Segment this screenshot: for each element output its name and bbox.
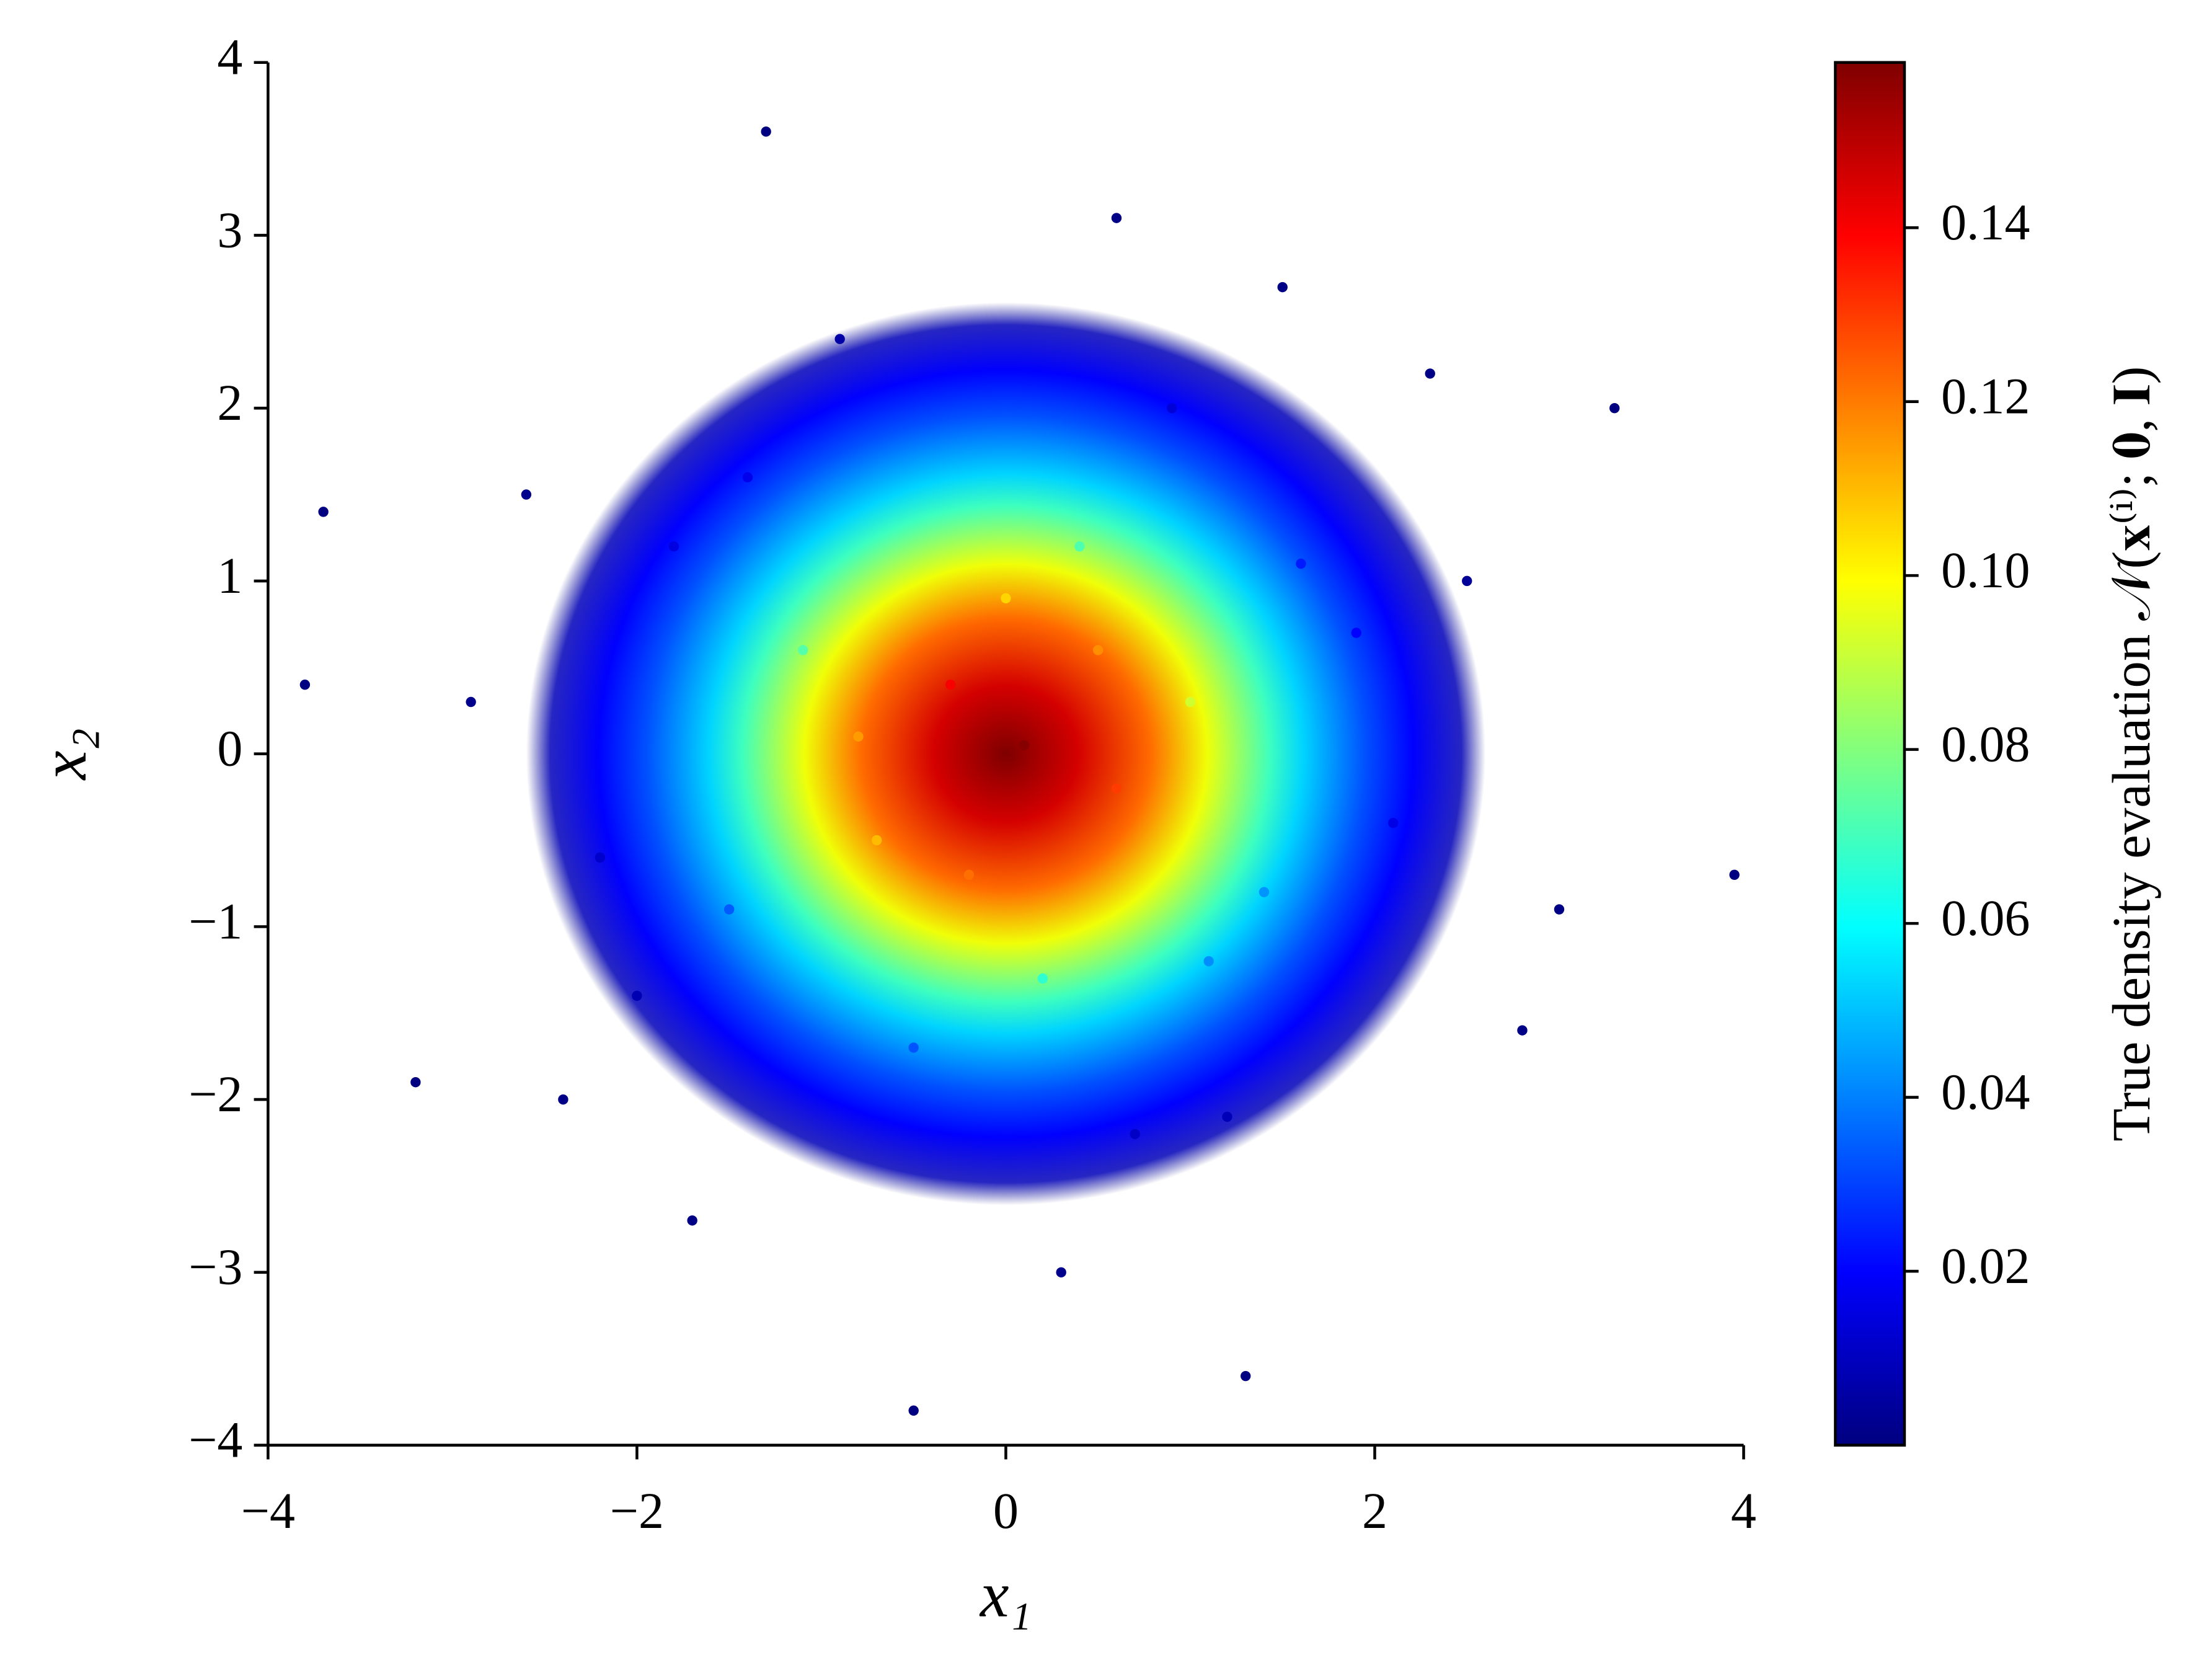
y-tick-label: 2 xyxy=(217,375,242,431)
point xyxy=(1554,904,1565,915)
colorbar-tick-label: 0.10 xyxy=(1941,542,2030,598)
point xyxy=(558,1094,568,1105)
y-tick-label: 4 xyxy=(217,29,242,85)
point xyxy=(1517,1025,1528,1036)
point xyxy=(318,507,329,517)
point xyxy=(1130,1129,1140,1140)
point xyxy=(299,679,311,690)
point xyxy=(1111,783,1122,794)
point xyxy=(1222,1111,1232,1122)
y-tick-label: 0 xyxy=(217,720,242,776)
x-tick-label: 2 xyxy=(1362,1483,1387,1539)
point xyxy=(521,489,532,500)
point xyxy=(1185,696,1196,708)
point xyxy=(945,679,956,690)
colorbar xyxy=(1834,61,1906,1447)
point xyxy=(1462,575,1472,587)
point xyxy=(1388,817,1399,828)
point xyxy=(834,334,845,344)
density-cloud xyxy=(526,302,1486,1205)
point xyxy=(853,731,864,742)
y-tick-label: −1 xyxy=(188,893,242,949)
x-tick-label: 0 xyxy=(993,1483,1019,1539)
point xyxy=(1203,956,1214,967)
points xyxy=(299,126,1740,1416)
point xyxy=(963,869,975,880)
point xyxy=(595,852,606,863)
point xyxy=(687,1215,697,1226)
y-tick-label: −3 xyxy=(188,1239,242,1295)
point xyxy=(1296,558,1306,569)
point xyxy=(410,1076,421,1088)
x-tick-label: −2 xyxy=(610,1483,664,1539)
x-tick-label: −4 xyxy=(241,1483,295,1539)
point xyxy=(1093,645,1104,655)
colorbar-tick-label: 0.12 xyxy=(1941,368,2030,424)
colorbar-tick-label: 0.08 xyxy=(1941,716,2030,772)
colorbar-tick-label: 0.14 xyxy=(1941,194,2030,251)
point xyxy=(632,990,642,1001)
colorbar-tick-label: 0.06 xyxy=(1941,890,2030,946)
point xyxy=(1019,740,1030,750)
point xyxy=(742,472,753,482)
point xyxy=(1609,402,1620,414)
point xyxy=(1277,282,1288,293)
point xyxy=(1241,1370,1251,1382)
y-axis-title: x₂ xyxy=(27,728,100,781)
point xyxy=(466,696,476,708)
point xyxy=(1074,541,1085,552)
y-tick-label: −2 xyxy=(188,1066,242,1122)
point xyxy=(1259,887,1270,897)
point xyxy=(1729,869,1740,880)
point xyxy=(1001,593,1011,604)
colorbar-title: True density evaluation 𝒩(𝐱⁽ⁱ⁾; 𝟎, 𝐈) xyxy=(2102,366,2161,1142)
point xyxy=(1056,1267,1066,1278)
point xyxy=(1425,368,1435,379)
y-tick-label: 1 xyxy=(217,548,242,604)
point xyxy=(871,835,882,846)
x-tick-label: 4 xyxy=(1731,1483,1756,1539)
point xyxy=(1111,213,1122,223)
y-tick-label: 3 xyxy=(217,202,242,258)
point xyxy=(1167,402,1177,414)
x-axis-title: x₁ xyxy=(979,1558,1032,1630)
colorbar-tick-label: 0.02 xyxy=(1941,1238,2030,1294)
point xyxy=(723,904,735,915)
point xyxy=(761,126,771,137)
y-tick-label: −4 xyxy=(188,1411,242,1468)
point xyxy=(797,645,808,655)
point xyxy=(1351,628,1361,638)
point xyxy=(908,1042,919,1053)
point xyxy=(908,1405,919,1416)
point xyxy=(1037,973,1048,984)
point xyxy=(668,541,679,552)
colorbar-tick-label: 0.04 xyxy=(1941,1063,2030,1120)
